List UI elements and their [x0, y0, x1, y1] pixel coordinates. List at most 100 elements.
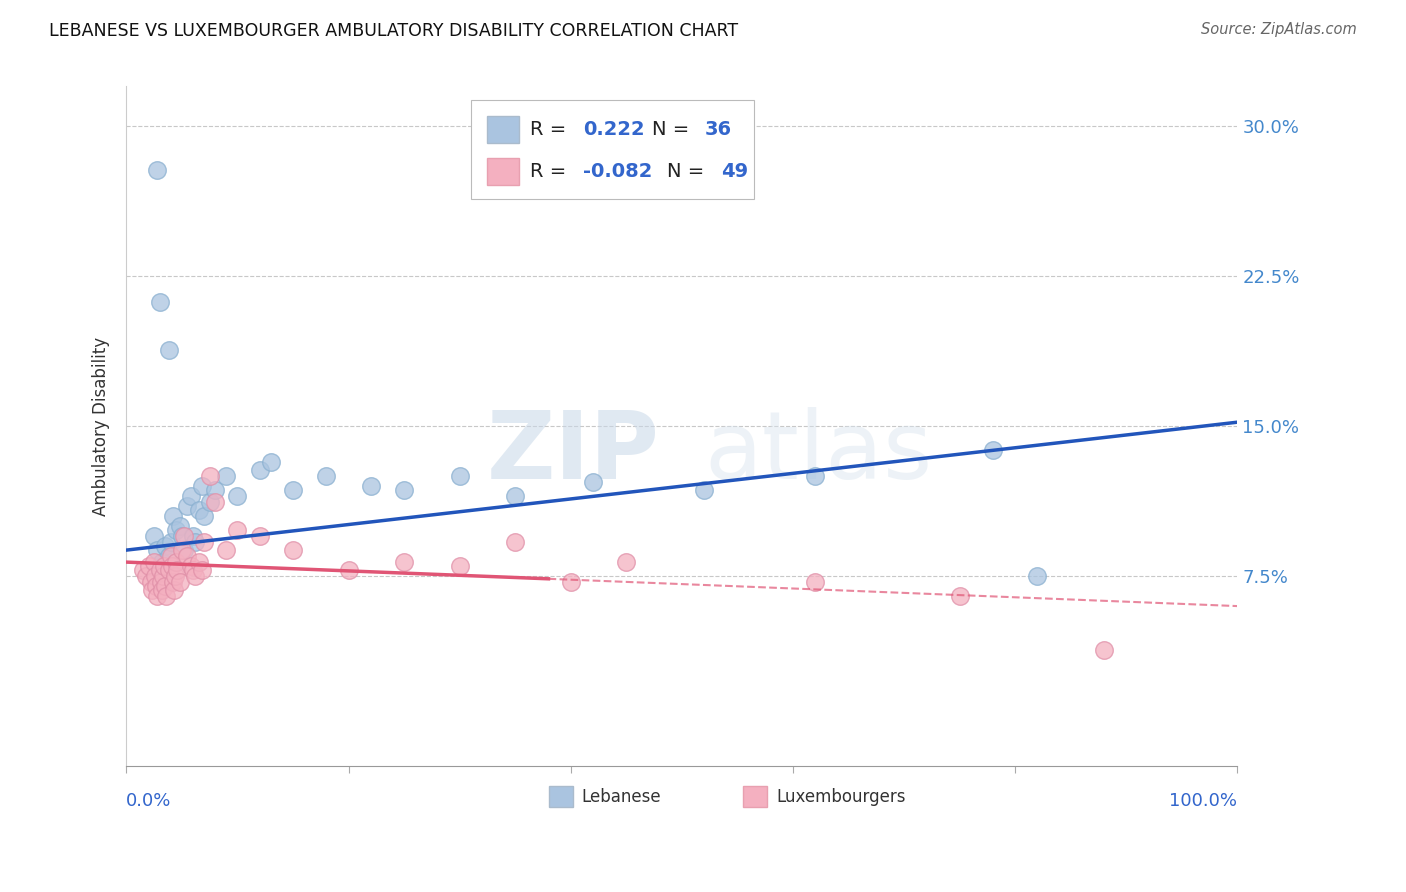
Point — [180, 559, 202, 574]
FancyBboxPatch shape — [488, 158, 519, 185]
Point — [163, 583, 186, 598]
Text: 0.222: 0.222 — [583, 120, 644, 138]
Point — [169, 519, 191, 533]
Point — [176, 549, 198, 563]
Point — [153, 559, 176, 574]
Point — [181, 529, 204, 543]
Point — [159, 549, 181, 563]
Point — [152, 569, 174, 583]
Text: ZIP: ZIP — [486, 408, 659, 500]
Point — [337, 563, 360, 577]
Point — [249, 463, 271, 477]
Point — [503, 489, 526, 503]
Point — [180, 489, 202, 503]
Point — [804, 469, 827, 483]
Text: Source: ZipAtlas.com: Source: ZipAtlas.com — [1201, 22, 1357, 37]
Point — [249, 529, 271, 543]
Point — [181, 563, 204, 577]
Point — [215, 543, 238, 558]
Y-axis label: Ambulatory Disability: Ambulatory Disability — [93, 336, 110, 516]
Point — [153, 539, 176, 553]
Point — [155, 589, 177, 603]
Point — [149, 563, 172, 577]
Point — [146, 543, 169, 558]
Text: -0.082: -0.082 — [583, 161, 652, 181]
Point — [135, 569, 157, 583]
Point — [503, 535, 526, 549]
FancyBboxPatch shape — [548, 787, 574, 806]
Point — [260, 455, 283, 469]
Point — [162, 509, 184, 524]
Text: Lebanese: Lebanese — [582, 788, 661, 805]
Point — [191, 479, 214, 493]
Point — [157, 563, 180, 577]
Point — [1026, 569, 1049, 583]
Point — [146, 163, 169, 178]
Point — [191, 563, 214, 577]
Point — [184, 569, 207, 583]
Point — [226, 489, 249, 503]
Point — [204, 483, 226, 497]
Point — [132, 563, 155, 577]
Point — [204, 495, 226, 509]
Point — [392, 483, 415, 497]
Point — [143, 555, 166, 569]
Text: atlas: atlas — [704, 408, 932, 500]
Point — [187, 555, 209, 569]
Point — [1092, 643, 1115, 657]
Point — [150, 555, 173, 569]
Point — [157, 343, 180, 358]
Point — [215, 469, 238, 483]
Point — [226, 523, 249, 537]
Point — [143, 569, 166, 583]
Point — [176, 499, 198, 513]
Point — [162, 575, 184, 590]
FancyBboxPatch shape — [742, 787, 768, 806]
Point — [141, 583, 163, 598]
Point — [165, 555, 187, 569]
Point — [184, 535, 207, 549]
Point — [153, 579, 176, 593]
Point — [165, 569, 187, 583]
Point — [693, 483, 716, 497]
Text: N =: N = — [652, 120, 696, 138]
Point — [150, 583, 173, 598]
Text: 0.0%: 0.0% — [127, 792, 172, 810]
Point — [146, 589, 169, 603]
Point — [804, 575, 827, 590]
Point — [143, 529, 166, 543]
Point — [157, 549, 180, 563]
Text: N =: N = — [668, 161, 711, 181]
Point — [449, 559, 471, 574]
Text: R =: R = — [530, 161, 572, 181]
Point — [160, 559, 183, 574]
Point — [149, 575, 172, 590]
Point — [392, 555, 415, 569]
Point — [138, 559, 160, 574]
Point — [198, 495, 221, 509]
Point — [193, 535, 215, 549]
Point — [560, 575, 582, 590]
Point — [169, 575, 191, 590]
Point — [166, 563, 188, 577]
Point — [449, 469, 471, 483]
Point — [170, 529, 193, 543]
Point — [187, 503, 209, 517]
Point — [149, 563, 172, 577]
Point — [170, 543, 193, 558]
Point — [198, 469, 221, 483]
Point — [159, 535, 181, 549]
Point — [582, 475, 605, 490]
Point — [614, 555, 637, 569]
Point — [173, 529, 195, 543]
Point — [149, 295, 172, 310]
Point — [281, 483, 304, 497]
Point — [173, 543, 195, 558]
Point — [165, 523, 187, 537]
Text: 100.0%: 100.0% — [1170, 792, 1237, 810]
Point — [139, 575, 162, 590]
Point — [981, 443, 1004, 458]
Point — [360, 479, 382, 493]
FancyBboxPatch shape — [488, 116, 519, 143]
Point — [315, 469, 337, 483]
